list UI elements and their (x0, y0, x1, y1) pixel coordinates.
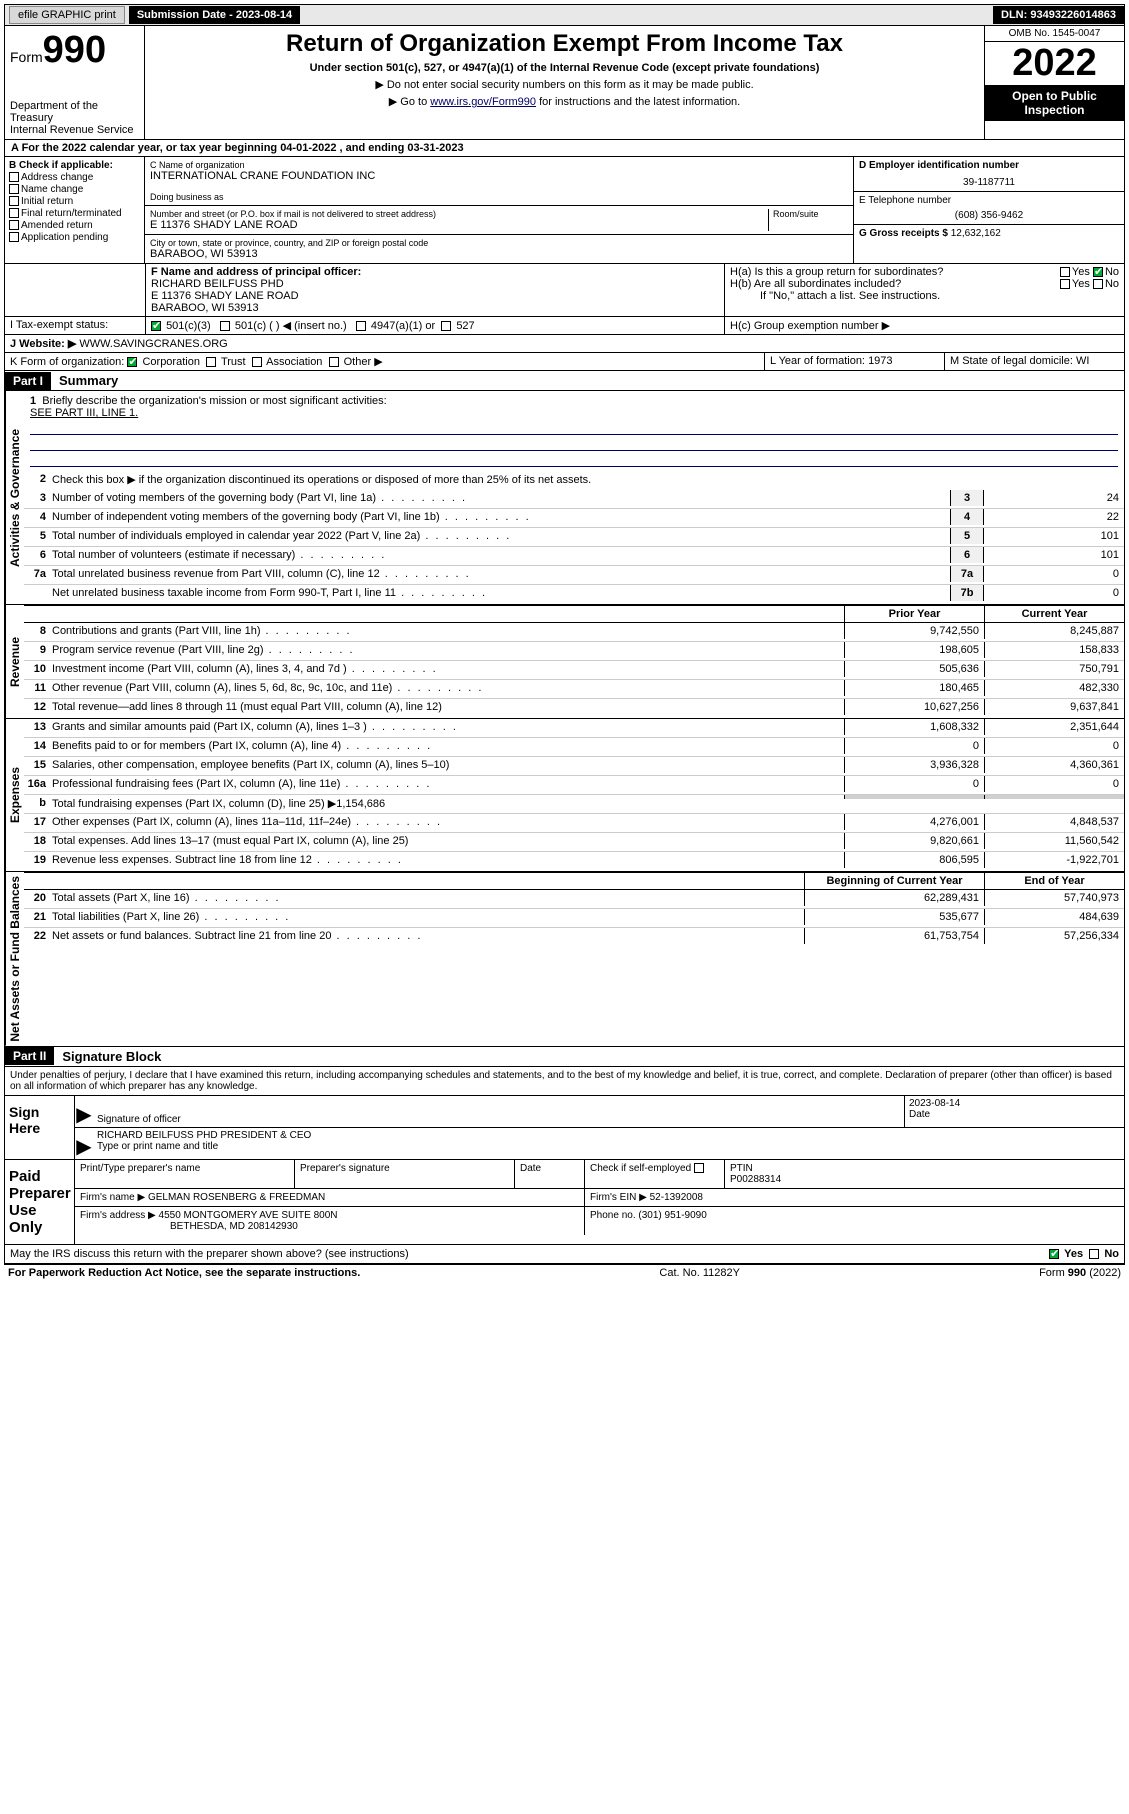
irs-label: Internal Revenue Service (10, 124, 139, 136)
form-label: Form (10, 49, 43, 65)
side-expenses: Expenses (5, 719, 24, 871)
chk-ha-yes[interactable] (1060, 267, 1070, 277)
subtitle-2: ▶ Do not enter social security numbers o… (149, 78, 980, 91)
v5: 101 (984, 528, 1124, 544)
ein: 39-1187711 (859, 177, 1119, 188)
firm-phone: (301) 951-9090 (638, 1210, 706, 1221)
box-dg: D Employer identification number 39-1187… (854, 157, 1124, 263)
page-footer: For Paperwork Reduction Act Notice, see … (4, 1264, 1125, 1281)
org-city: BARABOO, WI 53913 (150, 248, 848, 260)
box-j: J Website: ▶ WWW.SAVINGCRANES.ORG (4, 335, 1125, 353)
efile-button[interactable]: efile GRAPHIC print (9, 6, 125, 24)
dept-label: Department of the Treasury (10, 100, 139, 124)
expenses-section: Expenses 13Grants and similar amounts pa… (4, 719, 1125, 872)
revenue-section: Revenue Prior YearCurrent Year 8Contribu… (4, 605, 1125, 719)
chk-discuss-no[interactable] (1089, 1249, 1099, 1259)
dln-label: DLN: 93493226014863 (993, 6, 1124, 24)
part1-header: Part I Summary (4, 371, 1125, 391)
chk-assoc[interactable] (252, 357, 262, 367)
paid-preparer: Paid Preparer Use Only (5, 1160, 75, 1244)
side-activities: Activities & Governance (5, 391, 24, 604)
topbar: efile GRAPHIC print Submission Date - 20… (4, 4, 1125, 26)
v7b: 0 (984, 585, 1124, 601)
ptin: P00288314 (730, 1174, 781, 1185)
org-name: INTERNATIONAL CRANE FOUNDATION INC (150, 170, 848, 182)
chk-final[interactable] (9, 208, 19, 218)
box-f-h: F Name and address of principal officer:… (4, 264, 1125, 317)
firm-ein: 52-1392008 (650, 1192, 703, 1203)
tax-year: 2022 (985, 42, 1124, 85)
subtitle-3: ▶ Go to www.irs.gov/Form990 for instruct… (149, 95, 980, 108)
website: WWW.SAVINGCRANES.ORG (79, 338, 227, 350)
submission-date: Submission Date - 2023-08-14 (129, 6, 300, 24)
box-klm: K Form of organization: Corporation Trus… (4, 353, 1125, 371)
side-revenue: Revenue (5, 605, 24, 718)
firm-name: GELMAN ROSENBERG & FREEDMAN (148, 1192, 325, 1203)
state-domicile: WI (1076, 355, 1089, 367)
org-address: E 11376 SHADY LANE ROAD (150, 219, 768, 231)
side-netassets: Net Assets or Fund Balances (5, 872, 24, 1046)
netassets-section: Net Assets or Fund Balances Beginning of… (4, 872, 1125, 1047)
chk-trust[interactable] (206, 357, 216, 367)
chk-other[interactable] (329, 357, 339, 367)
form-header: Form990 Department of the Treasury Inter… (4, 26, 1125, 140)
year-formation: 1973 (868, 355, 892, 367)
officer-sig-name: RICHARD BEILFUSS PHD PRESIDENT & CEO (97, 1130, 1120, 1141)
chk-501c3[interactable] (151, 321, 161, 331)
gross-receipts: 12,632,162 (951, 228, 1001, 239)
omb-number: OMB No. 1545-0047 (985, 26, 1124, 42)
v7a: 0 (984, 566, 1124, 582)
telephone: (608) 356-9462 (859, 210, 1119, 221)
subtitle-1: Under section 501(c), 527, or 4947(a)(1)… (149, 62, 980, 74)
irs-link[interactable]: www.irs.gov/Form990 (430, 96, 536, 108)
arrow-icon: ▶ (75, 1128, 93, 1159)
line-a: A For the 2022 calendar year, or tax yea… (4, 140, 1125, 157)
chk-discuss-yes[interactable] (1049, 1249, 1059, 1259)
chk-4947[interactable] (356, 321, 366, 331)
info-grid: B Check if applicable: Address change Na… (4, 157, 1125, 264)
chk-ha-no[interactable] (1093, 267, 1103, 277)
chk-527[interactable] (441, 321, 451, 331)
chk-pending[interactable] (9, 232, 19, 242)
part2-header: Part II Signature Block (4, 1047, 1125, 1067)
sign-here: Sign Here (5, 1096, 75, 1159)
chk-501c[interactable] (220, 321, 230, 331)
chk-amended[interactable] (9, 220, 19, 230)
chk-corp[interactable] (127, 357, 137, 367)
box-i: I Tax-exempt status: 501(c)(3) 501(c) ( … (4, 317, 1125, 335)
box-b: B Check if applicable: Address change Na… (5, 157, 145, 263)
chk-hb-no[interactable] (1093, 279, 1103, 289)
chk-name[interactable] (9, 184, 19, 194)
chk-address[interactable] (9, 172, 19, 182)
activities-section: Activities & Governance 1 Briefly descri… (4, 391, 1125, 605)
mission-text: SEE PART III, LINE 1. (30, 407, 1118, 419)
declaration: Under penalties of perjury, I declare th… (5, 1067, 1124, 1095)
arrow-icon: ▶ (75, 1096, 93, 1127)
v3: 24 (984, 490, 1124, 506)
firm-addr: 4550 MONTGOMERY AVE SUITE 800N (159, 1210, 338, 1221)
open-public: Open to Public Inspection (985, 85, 1124, 121)
box-c: C Name of organization INTERNATIONAL CRA… (145, 157, 854, 263)
officer-name: RICHARD BEILFUSS PHD (151, 278, 719, 290)
signature-block: Under penalties of perjury, I declare th… (4, 1067, 1125, 1264)
form-title: Return of Organization Exempt From Incom… (149, 30, 980, 58)
chk-initial[interactable] (9, 196, 19, 206)
v4: 22 (984, 509, 1124, 525)
chk-hb-yes[interactable] (1060, 279, 1070, 289)
chk-selfemployed[interactable] (694, 1163, 704, 1173)
form-number: 990 (43, 29, 106, 71)
v6: 101 (984, 547, 1124, 563)
